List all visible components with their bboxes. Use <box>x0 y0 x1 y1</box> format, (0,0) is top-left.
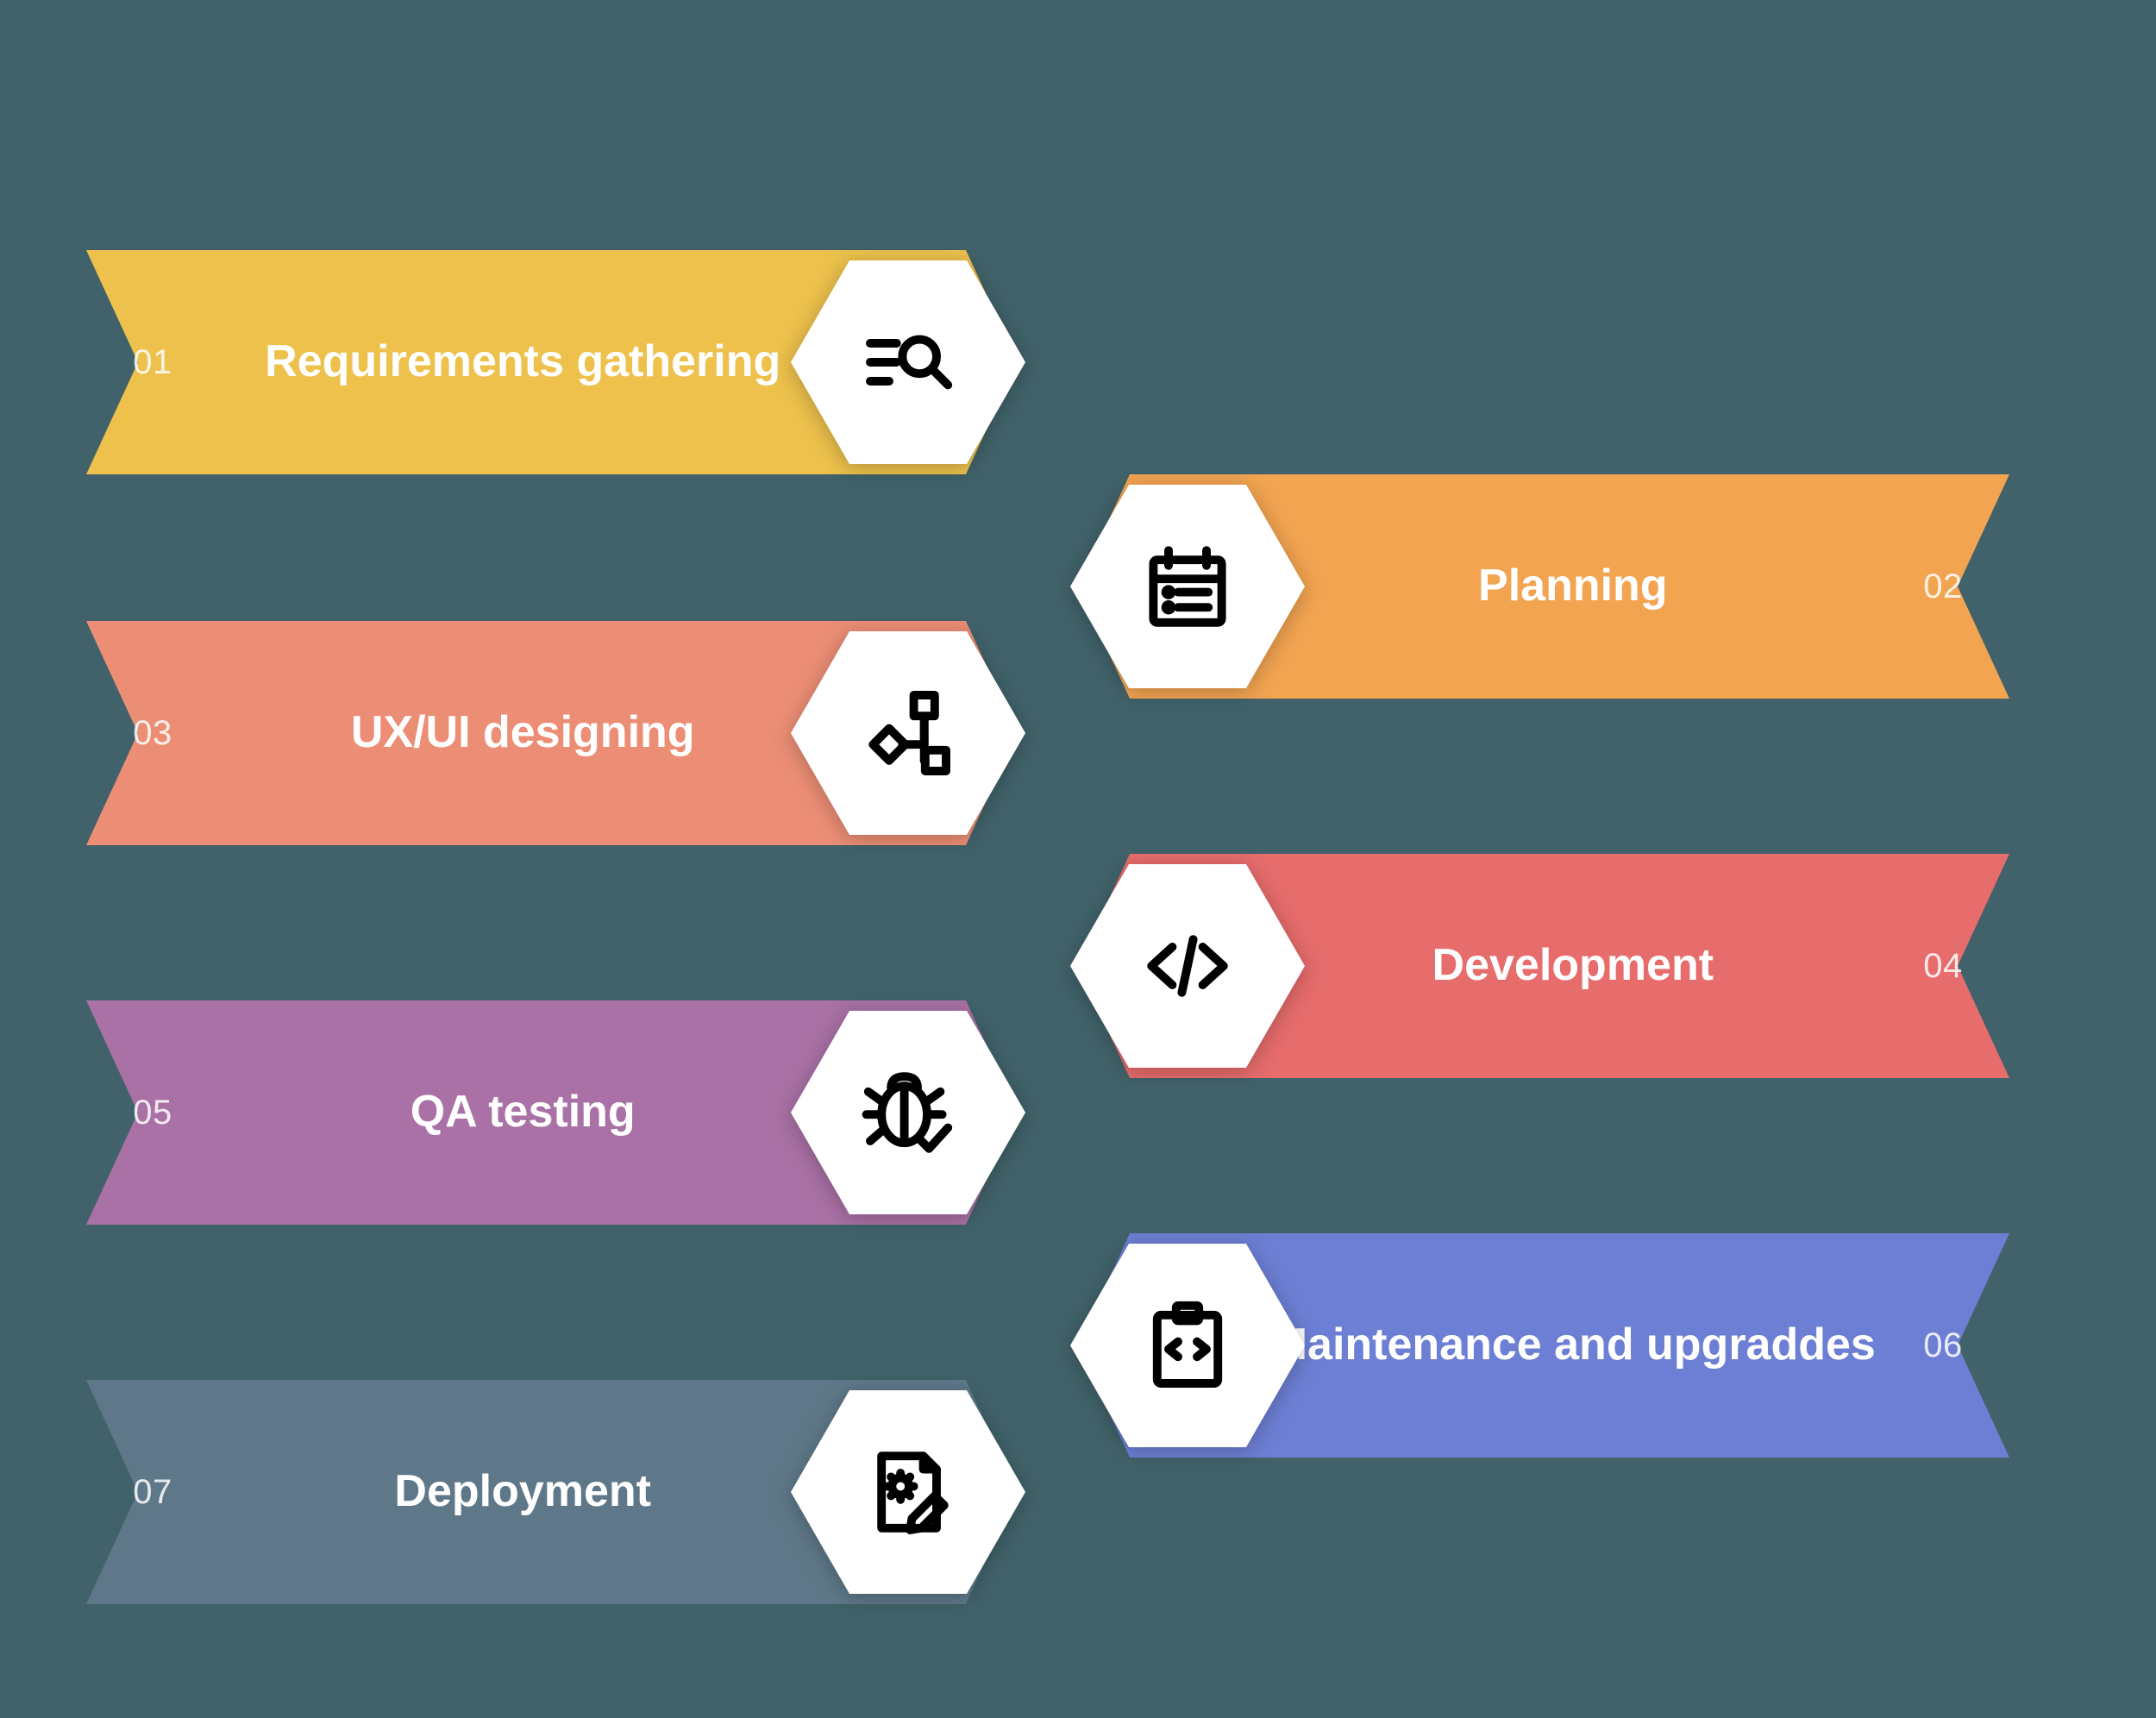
doc-gear-pencil-proto-icon <box>791 1390 1025 1594</box>
step-number: 03 <box>86 714 198 753</box>
step-03: 03UX/UI designing <box>86 621 1018 845</box>
step-04: 04Development <box>1078 854 2009 1078</box>
step-number: 02 <box>1897 567 2009 606</box>
diagram-canvas: 01Requirements gathering 02Planning 03UX… <box>0 0 2156 1718</box>
bug-check-icon <box>791 1011 1025 1214</box>
code-icon <box>1070 864 1305 1068</box>
step-number: 01 <box>86 343 198 382</box>
step-number: 05 <box>86 1094 198 1132</box>
step-06: 06Maintenance and upgraddes <box>1078 1233 2009 1458</box>
step-number: 06 <box>1897 1326 2009 1365</box>
calendar-icon <box>1070 485 1305 688</box>
nodes-icon <box>791 631 1025 835</box>
step-05: 05QA testing <box>86 1000 1018 1225</box>
step-07: 07Deployment <box>86 1380 1018 1604</box>
step-number: 04 <box>1897 947 2009 986</box>
step-number: 07 <box>86 1473 198 1512</box>
clipboard-code-icon <box>1070 1244 1305 1447</box>
search-list-icon <box>791 260 1025 464</box>
step-01: 01Requirements gathering <box>86 250 1018 474</box>
step-02: 02Planning <box>1078 474 2009 699</box>
